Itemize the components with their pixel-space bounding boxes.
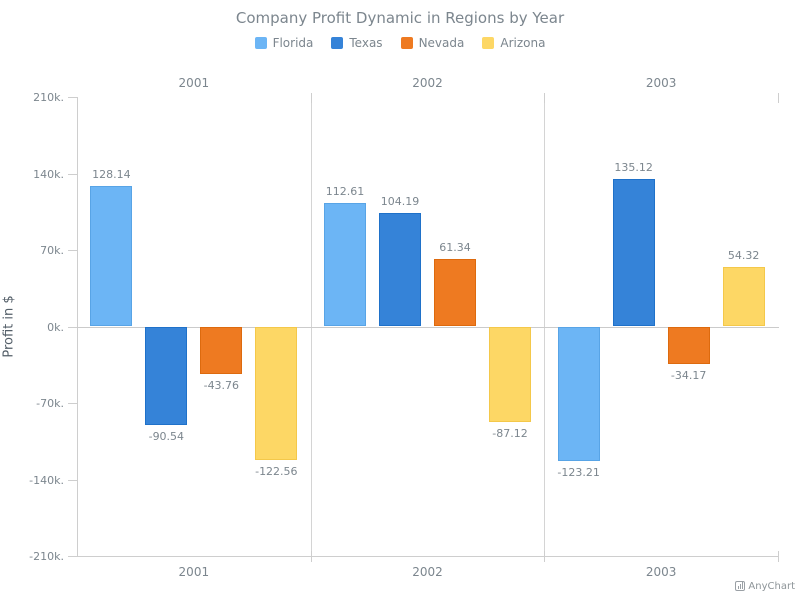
legend: Florida Texas Nevada Arizona [0, 35, 800, 51]
value-label-florida-2003: -123.21 [557, 466, 600, 480]
y-axis-tick [68, 250, 77, 251]
bar-nevada-2003[interactable] [667, 326, 710, 364]
legend-swatch-arizona [482, 37, 495, 49]
x-axis-top-tick [310, 93, 312, 103]
x-axis-label-bottom-2001: 2001 [178, 565, 210, 579]
y-axis-tick [68, 326, 77, 328]
anychart-logo-icon [735, 581, 746, 591]
bar-nevada-2001[interactable] [200, 326, 243, 375]
value-label-nevada-2002: 61.34 [439, 241, 471, 255]
y-axis-tick-label: -140k. [29, 473, 64, 487]
bar-arizona-2003[interactable] [722, 267, 765, 327]
y-axis-tick-label: -210k. [29, 550, 64, 563]
legend-item-arizona[interactable]: Arizona [482, 36, 545, 50]
y-axis-tick [68, 403, 77, 404]
legend-label: Arizona [500, 36, 546, 50]
x-axis-label-top-2001: 2001 [178, 76, 210, 90]
bar-arizona-2001[interactable] [255, 326, 298, 461]
y-axis-tick [68, 97, 77, 98]
x-axis-bottom-tick [778, 551, 779, 562]
bar-arizona-2002[interactable] [489, 326, 531, 422]
x-axis-label-bottom-2003: 2003 [645, 565, 677, 579]
x-axis-label-bottom-2002: 2002 [412, 565, 443, 579]
chart-title: Company Profit Dynamic in Regions by Yea… [235, 9, 565, 27]
legend-label: Texas [349, 36, 383, 50]
value-label-texas-2002: 104.19 [380, 194, 420, 208]
legend-swatch-nevada [400, 37, 413, 49]
y-axis-tick [68, 173, 77, 175]
bar-florida-2001[interactable] [90, 186, 133, 327]
bar-texas-2003[interactable] [612, 178, 655, 327]
x-axis-line [77, 556, 779, 557]
value-label-arizona-2002: -87.12 [492, 426, 528, 440]
y-axis-title: Profit in $ [1, 295, 17, 358]
value-label-texas-2003: 135.12 [614, 160, 653, 174]
x-axis-top-tick [778, 93, 779, 103]
value-label-arizona-2003: 54.32 [727, 249, 760, 263]
zero-line [77, 327, 779, 328]
y-axis-tick-label: 210k. [33, 91, 64, 104]
x-axis-label-top-2003: 2003 [645, 76, 677, 90]
value-label-nevada-2001: -43.76 [203, 379, 240, 393]
legend-swatch-texas [331, 37, 344, 49]
x-axis-bottom-tick [310, 551, 312, 562]
bar-nevada-2002[interactable] [434, 259, 476, 327]
legend-label: Florida [272, 36, 314, 50]
bar-texas-2001[interactable] [145, 326, 188, 426]
value-label-nevada-2003: -34.17 [670, 368, 707, 382]
value-label-arizona-2001: -122.56 [255, 465, 298, 479]
y-axis-tick-label: 70k. [40, 244, 64, 257]
x-axis-label-top-2002: 2002 [412, 76, 443, 90]
group-separator [544, 97, 546, 556]
legend-item-nevada[interactable]: Nevada [400, 36, 465, 50]
value-label-florida-2001: 128.14 [92, 168, 131, 182]
x-axis-bottom-tick [544, 551, 546, 562]
y-axis-tick [68, 479, 77, 481]
bar-florida-2002[interactable] [324, 203, 366, 327]
y-axis-tick-label: 140k. [33, 167, 64, 181]
anychart-credit-link[interactable]: AnyChart [735, 580, 795, 592]
x-axis-top-tick [544, 93, 546, 103]
bar-florida-2003[interactable] [557, 326, 600, 462]
anychart-credit-label: AnyChart [748, 580, 795, 592]
y-axis-tick [68, 556, 77, 557]
legend-swatch-florida [254, 37, 267, 49]
y-axis-tick-label: 0k. [47, 320, 64, 334]
legend-label: Nevada [418, 36, 465, 50]
bar-texas-2002[interactable] [379, 212, 421, 327]
y-axis-tick-label: -70k. [36, 397, 64, 410]
value-label-texas-2001: -90.54 [148, 430, 185, 444]
legend-item-florida[interactable]: Florida [254, 36, 314, 50]
value-label-florida-2002: 112.61 [325, 185, 365, 199]
group-separator [310, 97, 312, 556]
legend-item-texas[interactable]: Texas [331, 36, 383, 50]
